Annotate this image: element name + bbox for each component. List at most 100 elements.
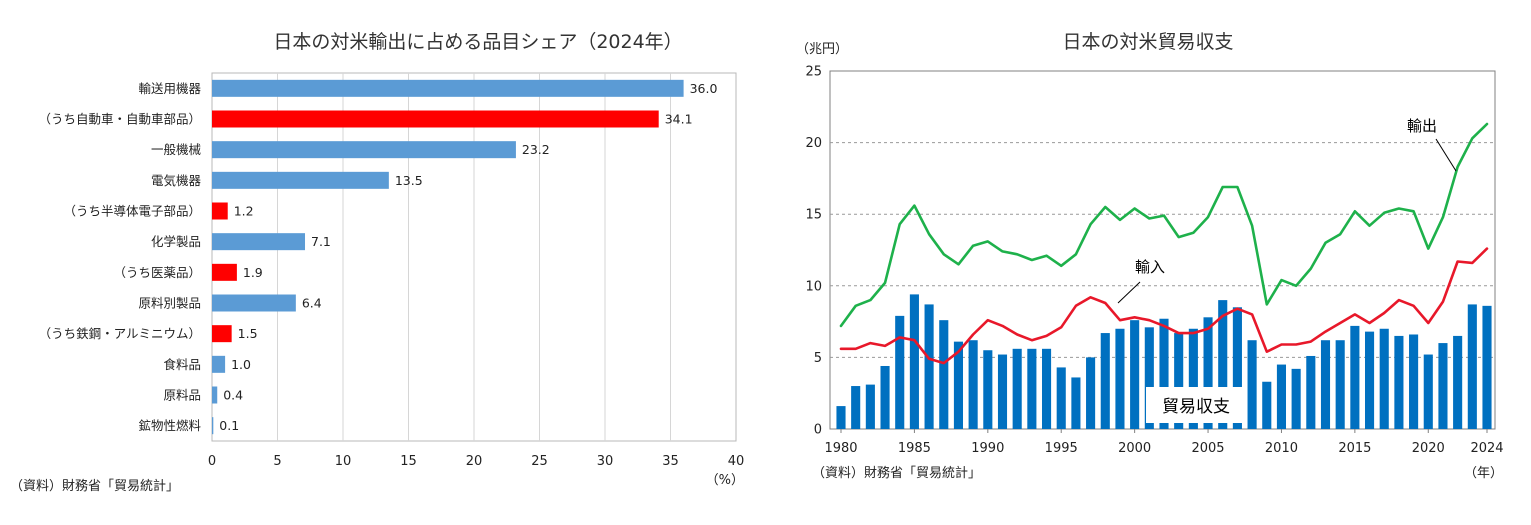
balance-annotation: 貿易収支	[1162, 397, 1230, 417]
share-value-label: 23.2	[522, 142, 550, 157]
share-x-tick-label: 5	[273, 454, 281, 469]
share-category-label: 一般機械	[151, 142, 202, 157]
export-line	[839, 122, 1489, 328]
share-chart-value-labels: 36.0 34.1 23.2 13.5 1.2 7.1 1.9 6.4 1.5 1.0 0.4 0.1	[219, 81, 717, 433]
balance-x-tick-label: 2005	[1191, 441, 1224, 456]
balance-bar	[865, 384, 875, 429]
balance-x-tick-label: 2000	[1118, 441, 1151, 456]
share-category-label: 原料品	[163, 388, 201, 403]
balance-bar	[939, 320, 949, 429]
balance-bar	[1115, 328, 1125, 429]
balance-bar	[1086, 357, 1096, 429]
balance-bar	[997, 354, 1008, 429]
balance-x-tick-label: 1995	[1045, 441, 1078, 456]
balance-y-tick-label: 20	[805, 136, 822, 151]
balance-chart-title: 日本の対米貿易収支	[1062, 31, 1233, 53]
balance-bar	[1350, 325, 1360, 429]
share-value-label: 36.0	[690, 81, 718, 96]
balance-x-tick-label: 2010	[1265, 441, 1298, 456]
balance-bar	[1159, 318, 1169, 429]
share-x-tick-label: 10	[335, 454, 352, 469]
balance-bar	[1071, 377, 1081, 429]
share-bar	[212, 141, 516, 159]
share-chart-x-unit: （%）	[706, 473, 744, 488]
balance-bar	[1453, 335, 1463, 429]
share-bar	[212, 110, 659, 128]
balance-bar	[880, 365, 890, 429]
share-bar	[212, 417, 214, 435]
balance-bar	[1306, 355, 1316, 429]
share-category-label: 食料品	[163, 357, 201, 372]
share-bar	[212, 325, 232, 343]
balance-bar	[1291, 368, 1301, 429]
share-category-label: 鉱物性燃料	[138, 418, 201, 433]
share-value-label: 0.1	[219, 418, 239, 433]
balance-bar	[1379, 328, 1389, 429]
balance-bar	[1174, 333, 1184, 429]
balance-bar	[1232, 307, 1242, 429]
balance-bar	[1423, 354, 1433, 429]
balance-x-tick-label: 2015	[1338, 441, 1371, 456]
share-bar	[212, 355, 226, 373]
balance-bar	[1438, 343, 1448, 429]
balance-bar	[983, 350, 993, 429]
share-value-label: 1.0	[231, 357, 251, 372]
balance-chart-bars	[836, 294, 1492, 429]
balance-bar	[836, 406, 846, 429]
balance-bar	[1188, 328, 1198, 429]
balance-y-tick-label: 25	[805, 65, 822, 80]
balance-label-box	[1146, 387, 1246, 423]
share-category-label: 電気機器	[151, 173, 202, 188]
import-line	[839, 247, 1489, 365]
balance-bar	[851, 386, 861, 429]
balance-x-tick-label: 2020	[1412, 441, 1445, 456]
balance-bar	[1012, 348, 1022, 429]
balance-chart-x-ticks: 1980 1985 1990 1995 2000 2005 2010 2015 2020 2024	[824, 429, 1504, 456]
import-leader-line	[1117, 281, 1141, 304]
balance-y-tick-label: 5	[814, 351, 822, 366]
share-category-label: （うち自動車・自動車部品）	[38, 112, 201, 127]
balance-bar	[1482, 305, 1492, 429]
share-chart-x-ticks: 0 5 10 15 20 25 30 35 40	[208, 454, 744, 469]
balance-bar	[1218, 300, 1228, 429]
share-chart-source: （資料）財務省「貿易統計」	[10, 478, 179, 494]
balance-x-tick-label: 1990	[971, 441, 1004, 456]
balance-bar	[1041, 348, 1052, 429]
share-chart-title: 日本の対米輸出に占める品目シェア（2024年）	[273, 31, 682, 53]
balance-bar	[1394, 335, 1404, 429]
balance-y-tick-label: 10	[805, 279, 822, 294]
balance-chart-y-unit: （兆円）	[796, 42, 848, 57]
balance-bar	[1364, 331, 1375, 429]
balance-bar	[1144, 327, 1154, 429]
share-chart-gridlines	[277, 73, 671, 441]
balance-bar	[909, 294, 919, 429]
share-bar	[212, 79, 684, 97]
balance-bar	[953, 341, 964, 429]
balance-bar	[1335, 340, 1345, 429]
share-x-tick-label: 30	[597, 454, 614, 469]
share-x-tick-label: 20	[466, 454, 483, 469]
balance-x-tick-label: 1985	[898, 441, 931, 456]
balance-bar	[924, 304, 934, 429]
balance-bar	[1247, 340, 1257, 429]
balance-chart-x-unit: （年）	[1464, 466, 1503, 481]
export-annotation: 輸出	[1407, 117, 1437, 135]
share-bar	[212, 202, 228, 220]
share-category-label: 化学製品	[151, 234, 201, 249]
share-value-label: 7.1	[311, 234, 331, 249]
share-x-tick-label: 25	[531, 454, 548, 469]
balance-chart-lines	[839, 122, 1489, 365]
share-bar	[212, 233, 306, 251]
export-leader-line	[1435, 138, 1457, 172]
share-bar	[212, 294, 296, 312]
share-value-label: 1.9	[243, 265, 263, 280]
balance-bar	[1056, 367, 1066, 429]
balance-bar	[1027, 348, 1037, 429]
balance-x-tick-label: 1980	[824, 441, 857, 456]
share-value-label: 13.5	[395, 173, 423, 188]
balance-bar	[1130, 320, 1140, 429]
share-x-tick-label: 15	[400, 454, 417, 469]
